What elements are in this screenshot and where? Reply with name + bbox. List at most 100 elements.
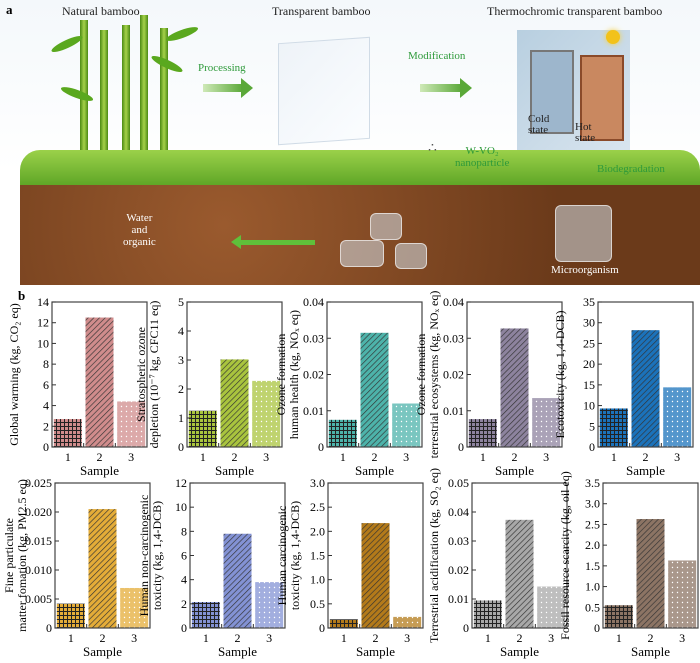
bar-sample-1 — [191, 602, 220, 628]
x-tick-label: 1 — [65, 450, 71, 464]
y-tick-label: 12 — [37, 316, 49, 330]
y-tick-label: 4 — [178, 324, 184, 338]
chart-fine-particulate: 1 2 3 0 0.005 0.010 0.015 0.020 0.025 Sample Fine … — [2, 475, 155, 663]
y-tick-label: 0 — [458, 440, 464, 454]
bar-sample-2 — [360, 332, 389, 447]
x-tick-label: 3 — [131, 631, 137, 645]
y-tick-label: 8 — [43, 357, 49, 371]
y-tick-label: 0.04 — [303, 295, 324, 309]
chart-svg: 1 2 3 0 0.5 1.0 1.5 2.0 2.5 3.0 Sample Human carcin… — [275, 476, 424, 659]
y-axis-label: Human non-carcinogenic — [137, 495, 151, 617]
x-tick-label: 3 — [263, 450, 269, 464]
y-tick-label: 10 — [583, 399, 595, 413]
y-axis-label: matter fomation (kg, PM2.5 eq) — [15, 479, 29, 632]
bar-sample-3 — [252, 380, 281, 447]
transparent-bamboo-title: Transparent bamboo — [272, 4, 371, 18]
chart-svg: 1 2 3 0 0.5 1.0 1.5 2.0 2.5 3.0 3.5 Sample Fossil re… — [558, 471, 699, 659]
y-tick-label: 1.0 — [585, 580, 600, 594]
x-axis-label: Sample — [495, 463, 534, 478]
y-tick-label: 0.02 — [303, 368, 324, 382]
microorganism-label: Microorganism — [551, 264, 619, 276]
y-tick-label: 0.02 — [448, 563, 469, 577]
x-tick-label: 1 — [341, 631, 347, 645]
bar-sample-1 — [188, 410, 217, 447]
chart-stratospheric-ozone: 1 2 3 0 1 2 3 4 5 Sample Stratospheric ozone deplet… — [134, 294, 287, 482]
bar-sample-1 — [328, 419, 357, 447]
chart-human-carcinogenic: 1 2 3 0 0.5 1.0 1.5 2.0 2.5 3.0 Sample Human carcin… — [275, 475, 428, 663]
x-tick-label: 2 — [643, 450, 649, 464]
hot-state-pane — [580, 55, 624, 141]
y-axis-label: Ozone formation — [274, 334, 288, 416]
plot-frame — [54, 482, 151, 629]
y-tick-label: 2 — [178, 382, 184, 396]
bar-sample-1 — [599, 408, 628, 447]
bar-sample-1 — [329, 619, 358, 628]
cold-state-pane — [530, 50, 574, 134]
y-tick-label: 3 — [178, 353, 184, 367]
x-tick-label: 1 — [485, 631, 491, 645]
x-tick-label: 3 — [404, 631, 410, 645]
y-tick-label: 5 — [178, 295, 184, 309]
y-tick-label: 0.015 — [25, 534, 52, 548]
y-tick-label: 20 — [583, 357, 595, 371]
x-tick-label: 2 — [372, 450, 378, 464]
y-tick-label: 0 — [589, 440, 595, 454]
x-tick-label: 1 — [340, 450, 346, 464]
y-tick-label: 25 — [583, 336, 595, 350]
x-axis-label: Sample — [626, 463, 665, 478]
bamboo-leaf — [164, 24, 200, 44]
x-tick-label: 1 — [616, 631, 622, 645]
bar-sample-3 — [117, 401, 146, 447]
bamboo-fragment — [370, 213, 402, 240]
chart-ecotoxicity: 1 2 3 0 5 10 15 20 25 30 35 Sample Ecotoxicity (kg, … — [550, 294, 698, 482]
y-tick-label: 0.05 — [448, 476, 469, 490]
y-tick-label: 35 — [583, 295, 595, 309]
bar-sample-3 — [668, 560, 697, 628]
modification-arrow — [420, 78, 472, 98]
y-tick-label: 0 — [318, 440, 324, 454]
y-tick-label: 0 — [463, 621, 469, 635]
y-tick-label: 4 — [181, 573, 187, 587]
return-arrow — [231, 235, 315, 249]
x-tick-label: 1 — [611, 450, 617, 464]
y-tick-label: 0.03 — [303, 331, 324, 345]
bamboo-stalk — [80, 20, 88, 190]
y-tick-label: 3.0 — [310, 476, 325, 490]
y-tick-label: 12 — [175, 476, 187, 490]
y-axis-label: Fine particulate — [2, 518, 16, 593]
plot-frame — [471, 482, 568, 629]
x-tick-label: 1 — [203, 631, 209, 645]
x-tick-label: 2 — [373, 631, 379, 645]
bamboo-fragment — [395, 243, 427, 269]
y-tick-label: 2.5 — [310, 500, 325, 514]
nanoparticle-dots-icon: ∴ — [428, 141, 437, 156]
y-axis-label: Stratospheric ozone — [134, 327, 148, 422]
y-tick-label: 1.0 — [310, 573, 325, 587]
y-tick-label: 0.010 — [25, 563, 52, 577]
y-axis-label: depletion (10⁻⁷ kg, CFC11 eq) — [147, 301, 161, 449]
x-tick-label: 2 — [517, 631, 523, 645]
chart-svg: 1 2 3 0 1 2 3 4 5 Sample Stratospheric ozone deplet… — [134, 295, 283, 478]
y-tick-label: 0.03 — [443, 331, 464, 345]
x-tick-label: 2 — [232, 450, 238, 464]
bamboo-stalk — [100, 30, 108, 200]
y-tick-label: 6 — [181, 549, 187, 563]
x-tick-label: 3 — [128, 450, 134, 464]
x-tick-label: 2 — [97, 450, 103, 464]
x-tick-label: 2 — [648, 631, 654, 645]
y-axis-label: terrestrial ecosystems (kg, NOₓ eq) — [427, 291, 441, 459]
x-tick-label: 2 — [235, 631, 241, 645]
thermochromic-bamboo-title: Thermochromic transparent bamboo — [487, 4, 663, 18]
y-axis-label: toxicity (kg, 1,4-DCB) — [150, 501, 164, 610]
bamboo-leaf — [59, 84, 95, 104]
bar-sample-2 — [223, 533, 252, 628]
chart-svg: 1 2 3 0 0.005 0.010 0.015 0.020 0.025 Sample Fine … — [2, 476, 151, 659]
chart-svg: 1 2 3 0 0.01 0.02 0.03 0.04 Sample Ozone formatio… — [414, 291, 563, 478]
y-axis-label: Global warming (kg, CO₂ eq) — [7, 303, 21, 446]
panel-b-label: b — [18, 288, 26, 303]
y-tick-label: 0.01 — [303, 404, 324, 418]
y-tick-label: 1.5 — [310, 549, 325, 563]
bar-sample-3 — [120, 587, 149, 628]
chart-ozone-terrestrial: 1 2 3 0 0.01 0.02 0.03 0.04 Sample Ozone formatio… — [414, 291, 567, 482]
